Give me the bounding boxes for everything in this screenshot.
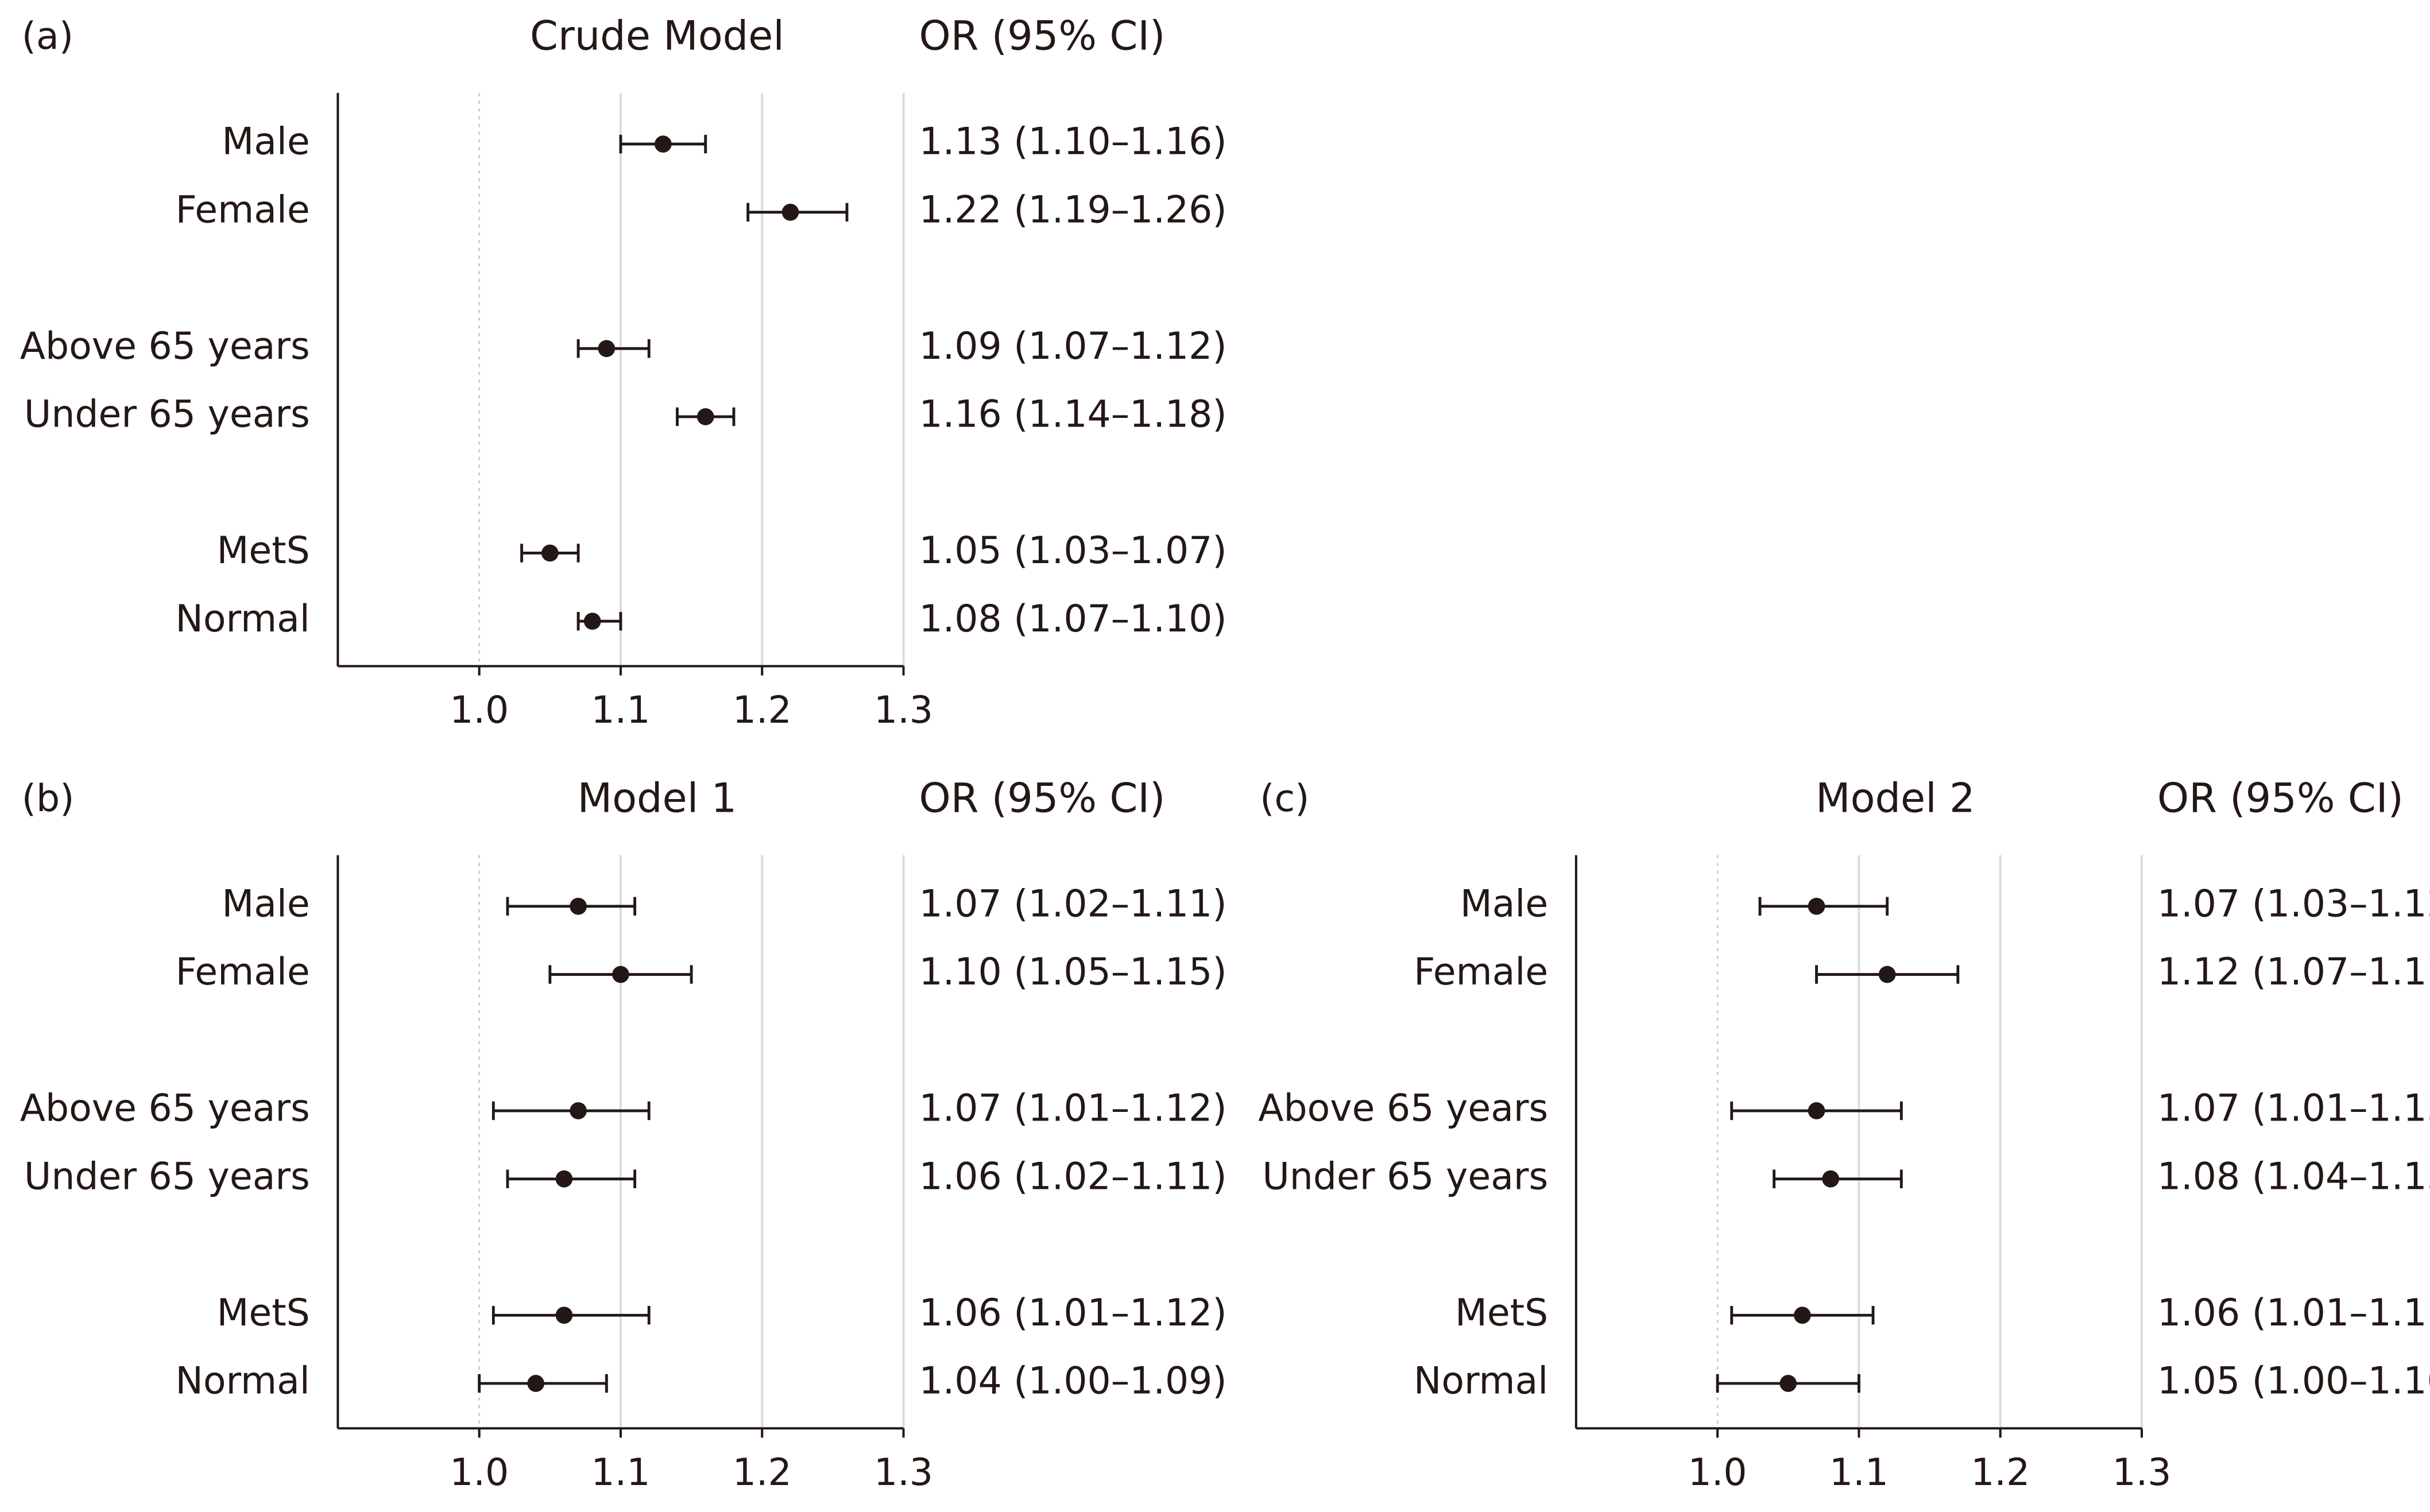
x-tick-label: 1.2	[733, 1451, 792, 1494]
x-tick-label: 1.1	[591, 1451, 650, 1494]
category-label: Above 65 years	[20, 1087, 310, 1130]
value-label: 1.06 (1.02–1.11)	[919, 1155, 1226, 1198]
point	[527, 1375, 545, 1392]
stat-header: OR (95% CI)	[2157, 774, 2404, 821]
point	[541, 544, 559, 562]
x-tick-label: 1.3	[874, 689, 933, 732]
point	[1808, 897, 1825, 915]
point	[555, 1306, 573, 1324]
panel-label: (c)	[1260, 777, 1309, 820]
value-label: 1.05 (1.00–1.10)	[2157, 1360, 2430, 1403]
x-tick-label: 1.0	[1688, 1451, 1747, 1494]
x-tick-label: 1.2	[733, 689, 792, 732]
value-label: 1.16 (1.14–1.18)	[919, 393, 1226, 436]
value-label: 1.05 (1.03–1.07)	[919, 529, 1226, 572]
value-label: 1.08 (1.04–1.13)	[2157, 1155, 2430, 1198]
category-label: MetS	[1455, 1292, 1548, 1335]
point	[654, 135, 672, 153]
point	[1822, 1170, 1840, 1188]
category-label: Normal	[175, 598, 309, 641]
stat-header: OR (95% CI)	[919, 13, 1165, 60]
category-label: Female	[1414, 951, 1548, 994]
x-tick-label: 1.3	[2112, 1451, 2171, 1494]
category-label: Under 65 years	[24, 393, 310, 436]
point	[1808, 1102, 1825, 1119]
chart-title: Crude Model	[530, 13, 784, 60]
point	[1794, 1306, 1811, 1324]
point	[612, 966, 629, 983]
point	[1779, 1375, 1797, 1392]
value-label: 1.07 (1.01–1.13)	[2157, 1087, 2430, 1130]
value-label: 1.04 (1.00–1.09)	[919, 1360, 1226, 1403]
value-label: 1.13 (1.10–1.16)	[919, 121, 1226, 164]
category-label: Above 65 years	[1258, 1087, 1548, 1130]
category-label: Normal	[1414, 1360, 1548, 1403]
value-label: 1.07 (1.01–1.12)	[919, 1087, 1226, 1130]
x-tick-label: 1.2	[1971, 1451, 2030, 1494]
value-label: 1.09 (1.07–1.12)	[919, 325, 1226, 368]
point	[583, 612, 601, 630]
category-label: Female	[176, 188, 310, 231]
x-tick-label: 1.0	[450, 1451, 509, 1494]
point	[781, 203, 799, 221]
x-tick-label: 1.1	[1829, 1451, 1889, 1494]
category-label: Male	[1460, 882, 1548, 925]
x-tick-label: 1.1	[591, 689, 650, 732]
value-label: 1.06 (1.01–1.12)	[919, 1292, 1226, 1335]
value-label: 1.10 (1.05–1.15)	[919, 951, 1226, 994]
category-label: Under 65 years	[24, 1155, 310, 1198]
value-label: 1.06 (1.01–1.11)	[2157, 1292, 2430, 1335]
category-label: Female	[176, 951, 310, 994]
category-label: Male	[222, 882, 309, 925]
point	[1878, 966, 1896, 983]
value-label: 1.22 (1.19–1.26)	[919, 188, 1226, 231]
value-label: 1.12 (1.07–1.17)	[2157, 951, 2430, 994]
chart-title: Model 1	[578, 774, 737, 821]
stat-header: OR (95% CI)	[919, 774, 1165, 821]
category-label: MetS	[217, 529, 310, 572]
point	[598, 340, 616, 358]
point	[697, 408, 714, 425]
category-label: Normal	[175, 1360, 309, 1403]
category-label: Male	[222, 121, 309, 164]
point	[570, 1102, 587, 1119]
point	[570, 897, 587, 915]
value-label: 1.07 (1.02–1.11)	[919, 882, 1226, 925]
panel-label: (a)	[22, 15, 73, 58]
category-label: MetS	[217, 1292, 310, 1335]
value-label: 1.07 (1.03–1.12)	[2157, 882, 2430, 925]
x-tick-label: 1.0	[450, 689, 509, 732]
point	[555, 1170, 573, 1188]
panel-label: (b)	[22, 777, 75, 820]
category-label: Above 65 years	[20, 325, 310, 368]
category-label: Under 65 years	[1262, 1155, 1548, 1198]
x-tick-label: 1.3	[874, 1451, 933, 1494]
chart-title: Model 2	[1816, 774, 1975, 821]
value-label: 1.08 (1.07–1.10)	[919, 598, 1226, 641]
